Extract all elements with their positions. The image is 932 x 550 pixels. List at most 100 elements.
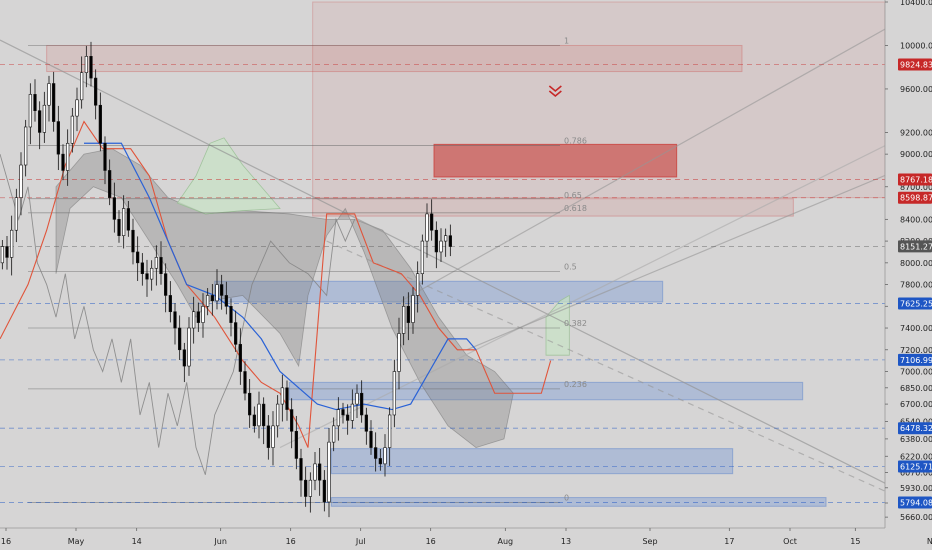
candle	[84, 56, 88, 73]
candle	[89, 56, 93, 79]
time-axis	[0, 528, 932, 550]
candle	[98, 104, 102, 144]
candle	[411, 295, 415, 323]
candle	[243, 371, 247, 394]
price-tick-label: 6540.00	[900, 417, 932, 426]
fib-label: 0.65	[564, 191, 582, 200]
candle	[112, 197, 116, 220]
candle	[448, 235, 452, 247]
price-badge-label: 7625.25	[900, 300, 932, 309]
time-tick-label: 15	[850, 537, 860, 546]
candle	[178, 327, 182, 351]
candle	[164, 273, 168, 296]
price-tick-label: 6220.00	[900, 452, 932, 461]
candle	[248, 392, 252, 416]
price-badge	[898, 58, 932, 71]
candle	[220, 284, 224, 296]
candle	[402, 305, 406, 334]
price-tick-label: 6380.00	[900, 435, 932, 444]
candle	[280, 387, 284, 405]
price-badge	[898, 191, 932, 204]
candle	[150, 267, 154, 280]
fib-label: 0.786	[564, 136, 587, 145]
candle	[332, 425, 336, 443]
price-badge-label: 5794.08	[900, 499, 932, 508]
price-tick-label: 8700.00	[900, 183, 932, 192]
ichimoku-cloud-bull	[176, 137, 281, 215]
candle	[38, 110, 42, 133]
candle	[434, 229, 438, 253]
candle	[444, 235, 448, 242]
candle	[416, 273, 420, 296]
candle	[173, 311, 177, 329]
candle	[322, 479, 326, 503]
trend-line	[466, 164, 911, 351]
candle	[346, 414, 350, 421]
time-tick-label: Aug	[498, 537, 514, 546]
candle	[336, 409, 340, 427]
candle	[364, 414, 368, 432]
candle	[308, 479, 312, 497]
price-badge-label: 8767.18	[900, 175, 932, 184]
price-tick-label: 7400.00	[900, 324, 932, 333]
candle	[182, 349, 186, 367]
candle	[126, 208, 130, 231]
price-tick-label: 10400.00	[900, 0, 932, 7]
candle	[33, 94, 37, 111]
fib-label: 0.5	[564, 263, 577, 272]
price-tick-label: 8400.00	[900, 215, 932, 224]
candle	[10, 229, 14, 258]
resistance-zone	[433, 143, 678, 178]
candle	[369, 430, 373, 448]
candle	[122, 208, 126, 236]
candle	[42, 104, 46, 133]
candle	[210, 295, 214, 302]
candle	[341, 409, 345, 416]
resistance-zone	[312, 198, 794, 217]
trend-line	[401, 2, 932, 302]
candle	[159, 257, 163, 274]
candle	[397, 333, 401, 372]
candle	[154, 257, 158, 269]
candle	[224, 295, 228, 307]
candle	[66, 142, 70, 171]
candle	[374, 447, 378, 459]
candle	[285, 387, 289, 410]
fib-label: 0.236	[564, 380, 587, 389]
time-tick-label: May	[68, 537, 85, 546]
chevron-down-stroke	[548, 85, 562, 93]
fib-label: 0.382	[564, 319, 587, 328]
price-badge-label: 8151.27	[900, 242, 932, 251]
candle	[392, 371, 396, 416]
candle	[56, 121, 60, 155]
candle	[257, 403, 261, 427]
candle	[430, 213, 434, 231]
price-tick-label: 10000.00	[900, 41, 932, 50]
candle	[108, 170, 112, 198]
price-tick-label: 6700.00	[900, 400, 932, 409]
fib-label: 0	[564, 494, 569, 503]
time-tick-label: Jun	[213, 537, 227, 546]
price-tick-label: 7200.00	[900, 346, 932, 355]
price-tick-label: 9000.00	[900, 150, 932, 159]
candle	[439, 240, 443, 253]
candle	[145, 273, 149, 280]
price-badge-label: 8598.87	[900, 194, 932, 203]
time-tick-label: 13	[561, 537, 571, 546]
candle	[24, 126, 28, 166]
candle	[290, 409, 294, 432]
price-badge-label: 6125.71	[900, 463, 932, 472]
price-badge	[898, 422, 932, 435]
candle	[271, 425, 275, 448]
price-axis	[885, 0, 932, 550]
trend-line	[279, 121, 932, 449]
price-tick-label: 9600.00	[900, 85, 932, 94]
price-badge	[898, 297, 932, 310]
candle	[131, 229, 135, 253]
price-tick-label: 7800.00	[900, 281, 932, 290]
price-badge	[898, 460, 932, 473]
candle	[140, 262, 144, 274]
candle	[383, 447, 387, 465]
candle	[378, 458, 382, 465]
